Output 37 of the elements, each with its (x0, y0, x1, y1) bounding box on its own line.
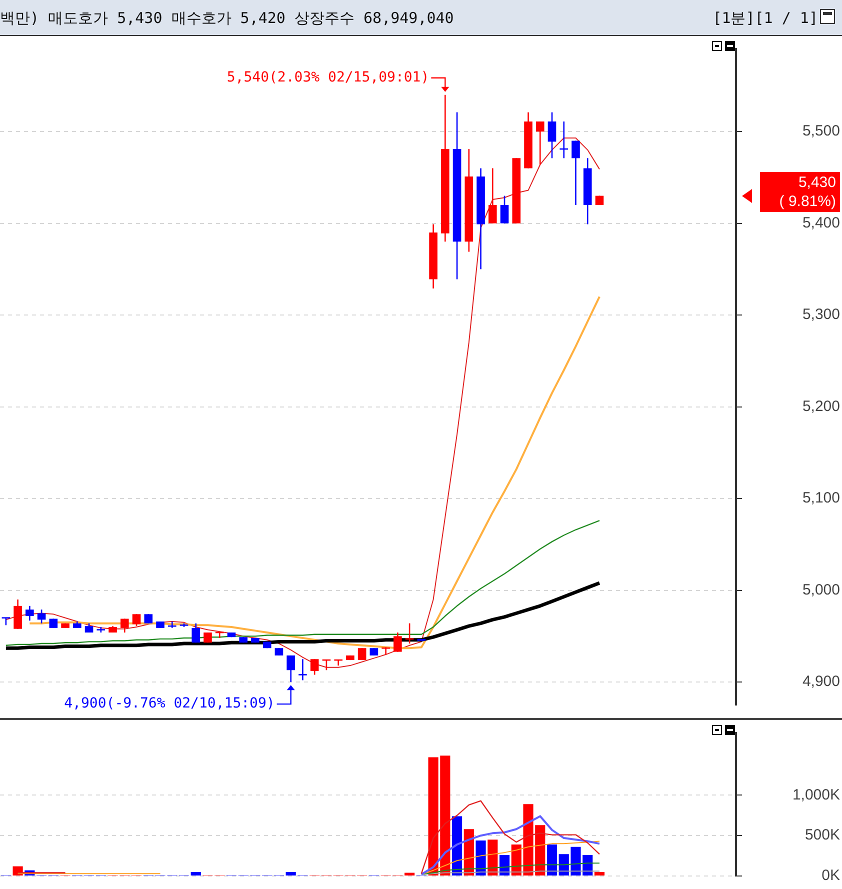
candlestick (536, 120, 544, 166)
candlestick (144, 614, 153, 624)
chart-title: 백만) 매도호가 5,430 매수호가 5,420 상장주수 68,949,040 (0, 9, 454, 28)
candlestick (572, 140, 580, 206)
candlestick (192, 622, 200, 644)
bar (488, 840, 498, 876)
candlestick (26, 605, 34, 622)
candlestick (298, 658, 308, 681)
bar (190, 872, 201, 876)
candlestick (14, 598, 22, 630)
candlestick (310, 658, 319, 676)
y-tick-label: 5,100 (802, 490, 840, 507)
bar (404, 872, 415, 876)
y-tick-label: 0K (822, 867, 840, 884)
bar (594, 872, 605, 876)
annotation: 5,540(2.03% 02/15,09:01) (226, 70, 430, 86)
y-tick-label: 500K (804, 826, 840, 844)
candlestick (394, 632, 402, 652)
candlestick (500, 195, 509, 224)
y-tick-label: 1,000K (792, 786, 840, 804)
text: [1분][1 / 1] (712, 9, 818, 28)
y-tick-label: 5,500 (802, 122, 840, 140)
bar (546, 844, 558, 876)
candlestick (286, 654, 295, 683)
y-tick-label: 5,200 (802, 398, 840, 415)
y-tick-label: 4,900 (802, 673, 840, 690)
candlestick (120, 618, 129, 634)
y-tick-label: 5,000 (802, 581, 840, 598)
candlestick (132, 614, 141, 627)
candlestick (381, 646, 391, 656)
candlestick (488, 168, 497, 224)
y-tick-label: 5,400 (802, 214, 840, 232)
y-tick-label: 5,300 (802, 306, 840, 324)
text: 5,430 ( 9.81%) (760, 172, 840, 212)
candlestick (548, 112, 556, 159)
candlestick (37, 608, 46, 624)
annotation: 4,900(-9.76% 02/10,15:09) (64, 696, 275, 712)
